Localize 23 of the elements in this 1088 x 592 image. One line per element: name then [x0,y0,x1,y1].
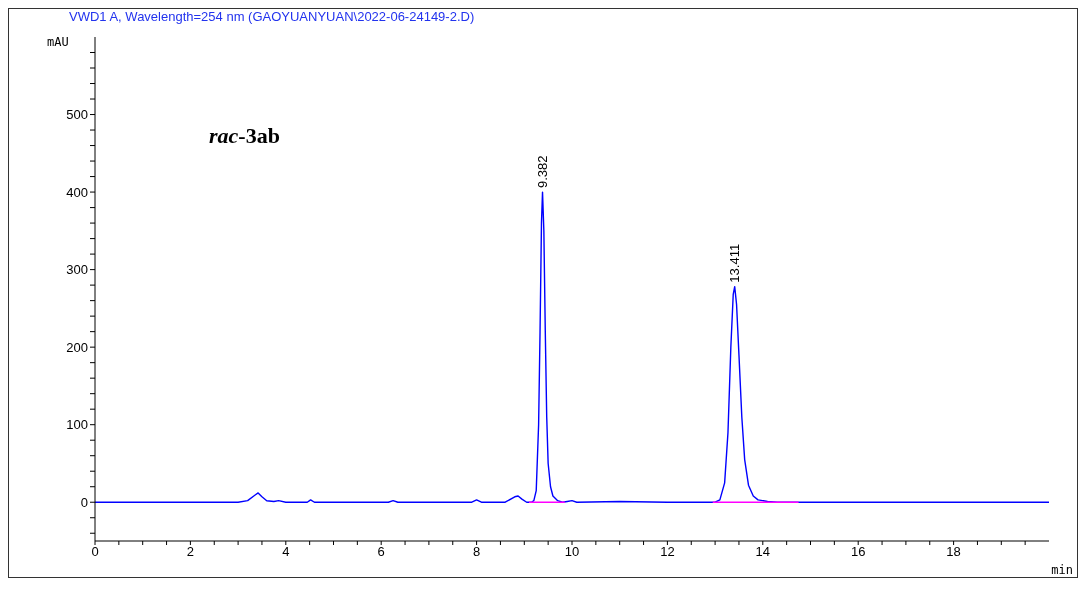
x-tick-label: 0 [91,544,99,560]
y-tick-label: 200 [66,339,88,355]
y-tick-label: 500 [66,107,88,123]
line-series [95,191,1049,503]
x-tick-label: 14 [755,544,771,560]
x-tick-label: 10 [564,544,580,560]
x-tick-label: 4 [282,544,290,560]
y-tick-label: 0 [80,494,88,510]
y-tick-label: 400 [66,184,88,200]
x-tick-label: 12 [660,544,675,560]
y-tick-label: 100 [66,417,88,433]
chart-title: VWD1 A, Wavelength=254 nm (GAOYUANYUAN\2022-06-24149-2.D) [69,9,475,24]
y-tick-label: 300 [66,262,88,278]
annotation: 9.382 [534,155,550,189]
x-tick-label: 2 [186,544,195,560]
x-tick-label: 18 [946,544,961,560]
annotation: rac-3ab [209,123,280,149]
annotation: 13.411 [726,243,742,283]
x-axis-title: min [1051,563,1073,577]
x-tick-label: 8 [472,544,481,560]
y-axis-title: mAU [47,35,69,49]
x-tick-label: 6 [377,544,385,560]
x-tick-label: 16 [850,544,866,560]
